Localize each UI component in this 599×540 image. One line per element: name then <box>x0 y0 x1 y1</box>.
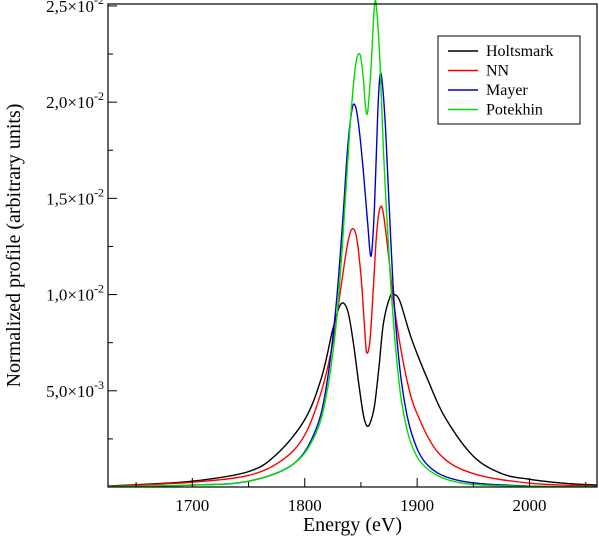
x-axis-ticks: 1700 1800 1900 2000 <box>135 478 587 515</box>
series-layer <box>107 0 598 488</box>
plot-frame <box>107 3 598 488</box>
y-tick-label: 1,0×10-2 <box>46 282 104 305</box>
y-tick-label: 2,5×10-2 <box>46 0 104 16</box>
y-axis-title: Normalized profile (arbitrary units) <box>3 104 25 388</box>
legend-label: Potekhin <box>486 102 543 119</box>
x-tick-label: 1700 <box>175 496 209 515</box>
y-tick-label: 5,0×10-3 <box>46 378 104 401</box>
y-tick-label: 2,0×10-2 <box>46 89 104 112</box>
series-line-holtsmark <box>107 292 598 487</box>
legend: Holtsmark NN Mayer Potekhin <box>437 35 581 125</box>
x-tick-label: 1800 <box>288 496 322 515</box>
series-line-nn <box>107 205 598 488</box>
legend-label: Mayer <box>486 82 528 99</box>
legend-label: Holtsmark <box>486 43 554 60</box>
series-line-mayer <box>107 72 598 488</box>
series-line-potekhin <box>107 0 598 488</box>
y-axis-ticks: 5,0×10-3 1,0×10-2 1,5×10-2 2,0×10-2 2,5×10-2 <box>46 0 117 440</box>
legend-label: NN <box>486 63 510 80</box>
x-axis-title: Energy (eV) <box>303 514 402 536</box>
x-tick-label: 2000 <box>513 496 547 515</box>
y-tick-label: 1,5×10-2 <box>46 185 104 208</box>
x-tick-label: 1900 <box>400 496 434 515</box>
